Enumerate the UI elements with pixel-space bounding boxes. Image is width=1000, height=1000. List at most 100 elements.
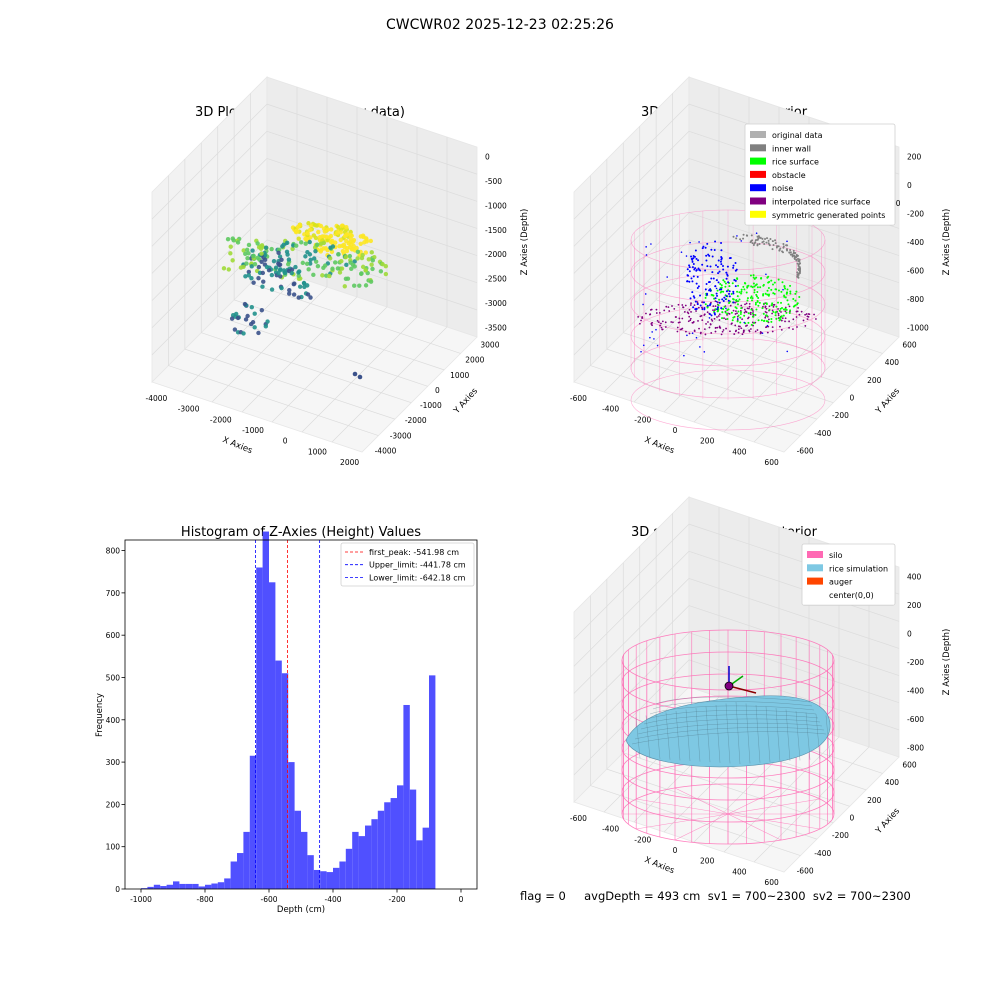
raw-point [244, 261, 249, 266]
cls-noise-point [686, 334, 688, 337]
cls-noise-point [688, 270, 691, 273]
raw-xtick: -4000 [146, 394, 168, 403]
cls-noise-point [653, 338, 655, 340]
cls-rice-point [771, 302, 774, 305]
cls-interp-point [663, 309, 666, 312]
raw-point [315, 264, 321, 269]
cls-rice-point [736, 277, 739, 280]
cls-noise-point [691, 266, 694, 269]
sim-silo-floor-spoke [636, 813, 729, 830]
cls-rice-point [787, 303, 790, 306]
cls-interp-point [744, 303, 746, 306]
cls-interp-point [641, 317, 644, 320]
cls-noise-point [694, 308, 697, 311]
cls-interp-point [749, 328, 752, 330]
cls-interp-point [752, 311, 755, 313]
cls-xtick: -600 [570, 394, 587, 403]
cls-interp-point [649, 313, 652, 316]
cls-noise-point [718, 301, 721, 304]
cls-rice-point [794, 299, 797, 302]
cls-interp-point [765, 307, 768, 310]
hist-legend-label: Lower_limit: -642.18 cm [369, 573, 466, 582]
raw-point [245, 255, 250, 261]
raw-point [344, 262, 349, 268]
raw-point [259, 259, 264, 265]
cls-rice-point [782, 314, 785, 317]
cls-rice-point [730, 311, 733, 314]
cls-rice-point [766, 320, 769, 323]
hist-bar [422, 827, 429, 889]
cls-interp-point [677, 321, 680, 324]
cls-rice-point [774, 314, 777, 317]
cls-noise-point [651, 331, 653, 333]
raw-xtick: -3000 [178, 405, 200, 414]
raw-point [280, 244, 285, 249]
cls-interp-point [697, 306, 700, 309]
sim-ylabel: Y Axies [873, 806, 902, 837]
cls-interp-point [685, 330, 687, 333]
raw-point [338, 230, 344, 235]
sim-ytick: 600 [902, 761, 917, 770]
raw-point [232, 327, 238, 332]
sim-rice-mesh [655, 696, 811, 705]
cls-noise-point [736, 235, 738, 237]
cls-rice-point [777, 301, 780, 304]
cls-silo-ring [630, 369, 826, 431]
cls-rice-point [740, 292, 743, 295]
cls-wall-point [761, 237, 764, 240]
hist-bar [205, 884, 212, 889]
raw-zlabel: Z Axies (Depth) [520, 209, 530, 276]
raw-point [271, 258, 277, 264]
sim-xtick: -400 [602, 825, 619, 834]
raw-grid [301, 316, 418, 433]
sim-rice-mesh [785, 709, 791, 762]
cls-ztick: -200 [907, 210, 924, 219]
cls-wall-point [756, 244, 759, 247]
raw-point [286, 268, 292, 274]
cls-rice-point [723, 280, 726, 283]
raw-point [344, 224, 349, 230]
cls-rice-point [704, 303, 707, 306]
cls-rice-point [770, 304, 773, 307]
cls-interp-point [765, 311, 768, 314]
cls-noise-point [714, 240, 717, 243]
raw-point [249, 264, 254, 269]
cls-ztick: 00 [891, 199, 901, 208]
cls-noise-point [725, 271, 728, 274]
cls-rice-point [767, 281, 770, 284]
raw-grid [250, 283, 461, 354]
cls-interp-point [683, 311, 686, 313]
cls-wall-point [789, 249, 792, 252]
raw-point [328, 245, 333, 250]
hist-ytick-label: 0 [115, 885, 120, 894]
cls-interp-point [676, 330, 679, 333]
cls-rice-point [762, 294, 765, 297]
sim-ztick: 0 [907, 630, 912, 639]
cls-interp-point [660, 326, 663, 329]
cls-xtick: 200 [700, 437, 715, 446]
cls-ytick: 0 [850, 394, 855, 403]
cls-xtick: 400 [732, 447, 747, 456]
raw-point [354, 245, 359, 251]
cls-interp-point [703, 328, 706, 330]
cls-rice-point [736, 290, 739, 293]
sim-xtick: 200 [700, 857, 715, 866]
raw-point [303, 241, 308, 246]
raw-point [256, 330, 261, 336]
cls-wall-point [793, 254, 796, 257]
cls-rice-point [755, 308, 758, 311]
cls-interp-point [749, 313, 752, 316]
cls-rice-point [763, 319, 766, 322]
cls-noise-point [692, 295, 695, 298]
cls-ztick: -400 [907, 238, 924, 247]
hist-ytick-label: 800 [106, 547, 121, 556]
cls-interp-point [784, 320, 786, 323]
raw-point [262, 253, 268, 258]
raw-point [291, 292, 297, 297]
raw-point [269, 272, 275, 278]
raw-point [369, 250, 374, 255]
raw-point [315, 242, 320, 247]
cls-rice-point [736, 320, 739, 323]
cls-rice-point [773, 292, 776, 295]
cls-legend-swatch [750, 197, 766, 205]
